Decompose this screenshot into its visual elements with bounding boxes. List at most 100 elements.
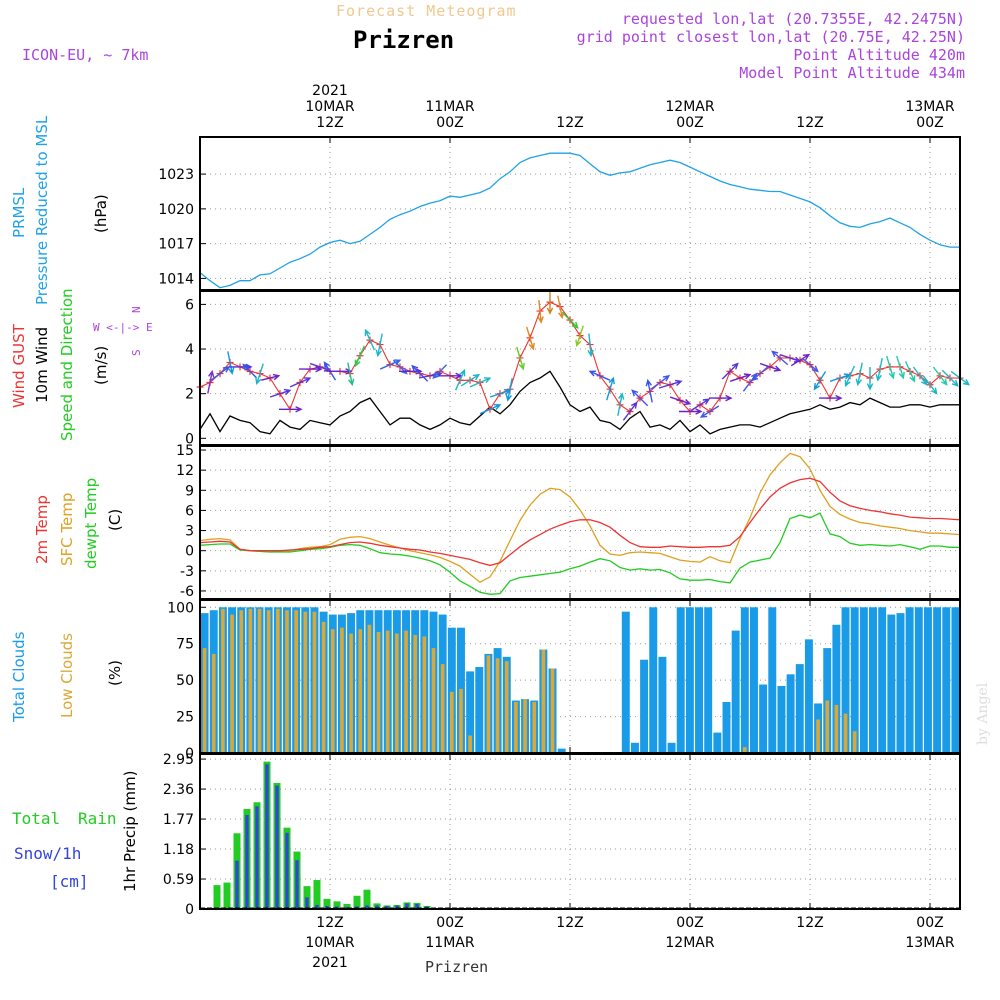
wind-arrow — [721, 362, 739, 380]
precip-rain-label: Rain — [78, 809, 117, 828]
total-cloud-bar — [640, 659, 649, 753]
wind-ytick-label: 2 — [185, 387, 194, 403]
snow-bar — [415, 903, 419, 909]
low-cloud-bar — [550, 668, 555, 753]
total-cloud-bar — [557, 748, 566, 753]
rain-bar — [353, 895, 361, 909]
clouds-ytick-label: 50 — [176, 673, 194, 689]
wind-arrow — [460, 373, 481, 387]
total-cloud-bar — [878, 607, 887, 753]
wind-arrow — [801, 357, 819, 373]
requested-coords: requested lon,lat (20.7355E, 42.2475N) — [622, 10, 965, 28]
snow-bar — [295, 860, 299, 909]
temp-ytick-label: 15 — [176, 443, 194, 459]
total-cloud-bar — [887, 614, 896, 753]
wind-arrow — [679, 408, 703, 415]
precip-total-label: Total — [12, 809, 60, 828]
total-cloud-bar — [667, 742, 676, 753]
precip-ytick-label: 0.59 — [163, 872, 194, 888]
top-time-label: 00Z — [436, 115, 463, 131]
wind-arrow — [844, 365, 856, 388]
total-cloud-bar — [695, 607, 704, 753]
rain-bar — [313, 880, 321, 909]
wind-arrow — [941, 369, 959, 387]
wind-arrow — [364, 328, 376, 351]
bottom-time-label: 12MAR — [665, 935, 714, 951]
wind10m-label: 10m Wind — [33, 327, 51, 403]
low-cloud-bar — [459, 688, 463, 753]
bottom-time-label: 12Z — [316, 915, 343, 931]
total-cloud-bar — [722, 702, 731, 753]
temp-ytick-label: -3 — [180, 564, 194, 580]
dewpt-series — [199, 512, 960, 595]
wind-arrow — [255, 363, 264, 386]
total-cloud-bar — [777, 685, 786, 753]
total-cloud-bar — [841, 607, 850, 753]
precip-ytick-label: 0 — [185, 902, 194, 918]
bottom-time-label: 00Z — [916, 915, 943, 931]
wind-arrow — [329, 368, 353, 375]
top-time-label: 12Z — [796, 115, 823, 131]
top-time-label: 12MAR — [665, 99, 714, 115]
wind-arrow — [912, 366, 928, 386]
wind-arrow — [575, 325, 584, 348]
total-cloud-bar — [466, 671, 475, 753]
total-cloud-bar — [896, 613, 905, 753]
low-cloud-bar — [358, 629, 363, 753]
model-altitude: Model Point Altitude 434m — [739, 64, 965, 82]
wind-arrow — [771, 350, 789, 366]
winddir-label: Speed and Direction — [58, 288, 76, 441]
total-cloud-bar — [676, 607, 685, 753]
total-cloud-bar — [704, 607, 713, 753]
wind-arrow — [617, 392, 625, 416]
wind-arrow — [866, 367, 874, 391]
wind-arrow — [227, 351, 235, 375]
total-cloud-bar — [942, 607, 951, 753]
wind-arrow — [354, 345, 366, 368]
total-cloud-bar — [914, 607, 923, 753]
wind-arrow — [347, 362, 355, 387]
low-cloud-bar — [221, 608, 225, 753]
snow-bar — [405, 903, 409, 909]
wind-compass: N W <-|-> E S — [93, 306, 153, 356]
low-cloud-bar — [504, 661, 509, 753]
wind-ytick-label: 0 — [185, 431, 194, 447]
pressure-label: Pressure Reduced to MSL — [33, 115, 51, 305]
total-cloud-bar — [859, 607, 868, 753]
pressure-ytick-label: 1020 — [158, 202, 194, 218]
pressure-ytick-label: 1017 — [158, 237, 194, 253]
wind-arrow — [875, 357, 883, 382]
wind-arrow — [526, 326, 535, 351]
wind-arrow — [886, 355, 895, 380]
low-cloud-bar — [413, 634, 418, 753]
wind-arrow — [759, 362, 782, 372]
bottom-time-label: 11MAR — [425, 935, 474, 951]
temp-ytick-label: 0 — [185, 544, 194, 560]
bottom-time-label: 12Z — [796, 915, 823, 931]
snow-bar — [385, 905, 389, 909]
precip-ytick-label: 1.18 — [163, 842, 194, 858]
low-cloud-bar — [431, 648, 436, 753]
total-cloud-bar — [713, 732, 722, 753]
low-cloud-bar — [404, 630, 408, 753]
wind-arrow — [269, 388, 292, 398]
low-cloud-bar — [385, 630, 390, 753]
panel-frame — [199, 753, 961, 910]
panel-frame — [199, 445, 961, 600]
total-cloud-bar — [740, 607, 749, 753]
wind-arrow — [207, 369, 215, 394]
top-time-label: 10MAR — [305, 99, 354, 115]
wind-arrow — [650, 374, 671, 390]
point-altitude: Point Altitude 420m — [793, 46, 965, 64]
wind-arrow — [813, 371, 827, 391]
wind-arrow — [537, 300, 544, 324]
total-cloud-bar — [447, 627, 456, 753]
top-time-label: 00Z — [676, 115, 703, 131]
total-cloud-bar — [832, 624, 841, 753]
snow-bar — [285, 832, 289, 909]
bottom-time-label: 00Z — [676, 915, 703, 931]
panels: 10141017102010230246-6-30369121502550751… — [158, 136, 971, 918]
low-cloud-bar — [330, 629, 335, 753]
watermark: by Angel — [975, 682, 991, 745]
